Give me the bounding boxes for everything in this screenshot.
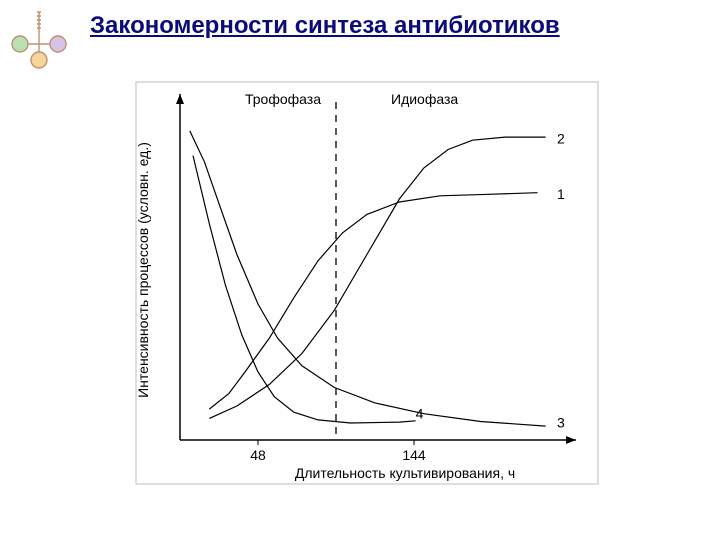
x-axis-label: Длительность культивирования, ч: [295, 465, 515, 481]
series-4: [193, 156, 416, 423]
series-label-3: 3: [557, 415, 565, 431]
slide-title: Закономерности синтеза антибиотиков: [90, 12, 700, 40]
series-2: [209, 137, 545, 418]
x-axis-arrow: [566, 436, 576, 444]
y-axis-label: Интенсивность процессов (условн. ед.): [135, 142, 151, 398]
series-1: [209, 193, 537, 409]
phase-label-trophophase: Трофофаза: [245, 91, 321, 107]
series-label-1: 1: [557, 186, 565, 202]
y-axis-arrow: [176, 94, 184, 104]
chart-area: 48 144 Трофофаза Идиофаза 1 2 3 4 Длительность к…: [120, 80, 600, 500]
series-3: [190, 131, 546, 426]
x-tick-label: 144: [402, 447, 426, 463]
series-label-4: 4: [416, 405, 424, 421]
phase-label-idiophase: Идиофаза: [391, 91, 458, 107]
series-label-2: 2: [557, 130, 565, 146]
chart-frame: [136, 82, 598, 484]
slide-logo: [4, 4, 74, 74]
x-tick-label: 48: [250, 447, 266, 463]
